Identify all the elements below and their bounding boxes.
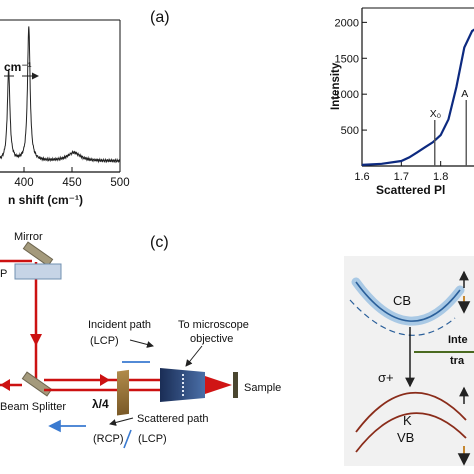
- panel-b-ytick-label: 1000: [335, 89, 359, 101]
- panel-c: (c) Mirror P λ/4 Sample Incident path (L…: [0, 231, 281, 449]
- conduction-band: [355, 281, 461, 322]
- panel-b: 500 1000 1500 2000 1.6 1.7 1.8 X₀ A Intensity S…: [330, 7, 474, 197]
- panel-b-xtick-label: 1.8: [433, 171, 448, 183]
- sample-label: Sample: [244, 382, 281, 394]
- quarter-wave-label: λ/4: [92, 397, 109, 411]
- inter-label-1: Inte: [448, 334, 468, 346]
- k-label: K: [403, 413, 412, 428]
- valence-band-lower: [355, 412, 467, 453]
- incident-arrow: [129, 339, 154, 348]
- panel-b-marker-label: A: [461, 88, 468, 100]
- sigma-label: σ+: [378, 370, 394, 385]
- microscope-objective: [160, 368, 205, 402]
- scattered-path-label: Scattered path: [137, 413, 209, 425]
- objective-label-2: objective: [190, 333, 233, 345]
- mirror-label: Mirror: [14, 231, 43, 243]
- objective-arrow: [185, 345, 203, 367]
- panel-b-ytick-label: 1500: [335, 53, 359, 65]
- panel-b-xtick-label: 1.7: [394, 171, 409, 183]
- objective-label-1: To microscope: [178, 319, 249, 331]
- panel-a-xtick-label: 500: [110, 177, 129, 189]
- beam-down-arrow: [30, 334, 42, 346]
- panel-a-xtick-label: 400: [14, 177, 33, 189]
- panel-a-annotation: cm⁻¹: [4, 60, 32, 74]
- scattered-arrow: [109, 417, 134, 426]
- sample: [233, 372, 238, 398]
- panel-b-spectrum-line: [361, 28, 474, 166]
- panel-b-markers: X₀ A: [430, 88, 468, 166]
- beam-right-arrow: [100, 374, 110, 386]
- panel-a-xlabel: n shift (cm⁻¹): [8, 193, 83, 207]
- beam-splitter-label: Beam Splitter: [0, 401, 66, 413]
- panel-a: (a) 400 450 500 cm⁻¹ n shift (cm⁻¹): [0, 9, 170, 207]
- panel-a-label: (a): [150, 9, 170, 26]
- polarizer-label: P: [0, 268, 7, 280]
- polarization-divider: [123, 429, 132, 449]
- panel-a-xtick-label: 450: [62, 177, 81, 189]
- focused-beam: [205, 376, 232, 394]
- panel-a-ticks: 400 450 500: [14, 167, 130, 189]
- panel-b-ylabel: Intensity: [330, 62, 342, 110]
- incident-path-label: Incident path: [88, 319, 151, 331]
- panel-d: CB σ+ K VB Inte tra: [344, 256, 474, 466]
- lcp-top-label: (LCP): [90, 335, 119, 347]
- panel-a-spectrum-line: [0, 26, 121, 164]
- panel-b-xtick-label: 1.6: [354, 171, 369, 183]
- panel-b-ytick-label: 500: [341, 125, 359, 137]
- beam-left-arrow: [0, 379, 10, 391]
- panel-b-ticks: 500 1000 1500 2000 1.6 1.7 1.8: [335, 17, 449, 183]
- rcp-label: (RCP): [93, 433, 124, 445]
- conduction-band-dashed: [349, 299, 456, 336]
- inter-label-2: tra: [450, 355, 465, 367]
- quarter-wave-plate: [117, 369, 129, 416]
- cb-label: CB: [393, 293, 411, 308]
- mirror: [22, 241, 54, 267]
- panel-b-xlabel: Scattered Pl: [376, 183, 445, 197]
- panel-c-label: (c): [150, 234, 169, 251]
- valence-band-upper: [355, 391, 467, 433]
- vb-label: VB: [397, 430, 414, 445]
- polarizer: [14, 263, 62, 280]
- lcp-bottom-label: (LCP): [138, 433, 167, 445]
- panel-b-ytick-label: 2000: [335, 17, 359, 29]
- panel-b-marker-label: X₀: [430, 108, 441, 120]
